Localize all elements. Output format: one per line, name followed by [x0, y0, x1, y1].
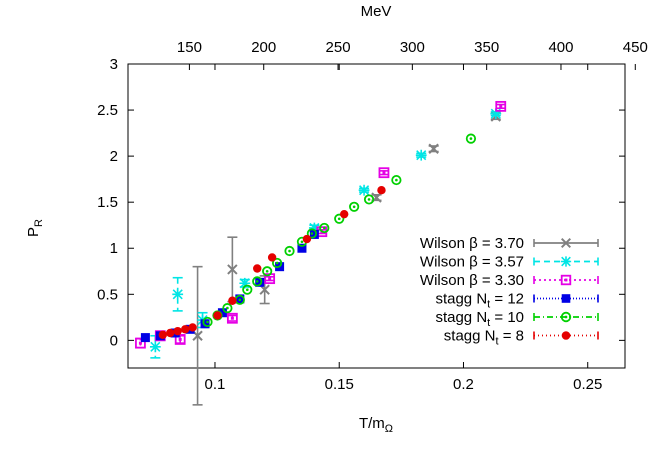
- top-tick-label: 200: [251, 39, 276, 56]
- data-point: [465, 133, 477, 144]
- data-point: [226, 312, 238, 324]
- x-tick-label: 0.15: [325, 376, 354, 393]
- y-tick-label: 0.5: [97, 286, 118, 303]
- axes: 0.1 0.15 0.2 0.25 0 0.5 1 1.5 2 2.5 3 150 200 250 300 3…: [97, 39, 648, 393]
- data-point: [309, 229, 319, 239]
- series-5: [202, 133, 477, 328]
- data-point: [302, 234, 312, 244]
- data-point: [173, 326, 182, 336]
- data-point: [140, 333, 150, 343]
- y-tick-label: 3: [110, 56, 118, 73]
- data-point: [252, 276, 263, 287]
- data-point: [253, 264, 262, 273]
- data-point: [135, 337, 146, 349]
- data-point: [262, 266, 273, 277]
- plot-frame: [127, 63, 626, 369]
- data-point: [172, 288, 184, 300]
- data-point: [242, 284, 253, 295]
- data-point: [200, 319, 210, 329]
- legend-label: Wilson β = 3.70: [420, 235, 524, 252]
- y-tick-label: 0: [110, 332, 118, 349]
- top-tick-label: 150: [177, 39, 202, 56]
- x-tick-label: 0.2: [453, 376, 474, 393]
- data-point: [378, 167, 390, 179]
- data-point: [202, 316, 213, 328]
- data-point: [213, 311, 222, 320]
- data-point: [391, 174, 402, 186]
- data-point: [339, 209, 349, 219]
- data-point: [222, 303, 233, 314]
- y-tick-label: 1.5: [97, 194, 118, 211]
- data-point: [495, 100, 507, 112]
- top-axis-label: MeV: [361, 3, 392, 20]
- x-axis-label: T/mΩ: [359, 415, 393, 435]
- top-tick-label: 450: [623, 39, 648, 56]
- legend-label: stagg Nt = 10: [435, 309, 524, 329]
- data-point: [174, 334, 186, 345]
- data-point: [158, 330, 167, 340]
- legend-entry: Wilson β = 3.70: [420, 235, 599, 252]
- top-tick-label: 250: [326, 39, 351, 56]
- data-point: [561, 294, 571, 303]
- data-point: [255, 277, 265, 287]
- data-point: [349, 201, 360, 212]
- legend-entry: stagg Nt = 10: [435, 309, 599, 329]
- top-tick-label: 350: [474, 39, 499, 56]
- legend-label: Wilson β = 3.57: [420, 254, 524, 271]
- data-point: [490, 108, 502, 120]
- data-point: [267, 253, 277, 262]
- data-point: [334, 213, 345, 224]
- data-point: [271, 257, 283, 269]
- x-tick-label: 0.1: [205, 376, 226, 393]
- y-tick-label: 2: [110, 148, 118, 165]
- data-point: [227, 264, 238, 275]
- data-point: [228, 296, 237, 305]
- data-point: [284, 245, 295, 257]
- top-tick-label: 300: [400, 39, 425, 56]
- y-axis-label: PR: [25, 219, 45, 237]
- data-point: [560, 311, 572, 323]
- data-point: [428, 143, 439, 154]
- y-tick-label: 2.5: [97, 102, 118, 119]
- data-point: [560, 274, 572, 286]
- data-point: [561, 331, 571, 340]
- data-point: [560, 256, 572, 267]
- legend-label: stagg Nt = 12: [435, 291, 524, 311]
- data-point: [415, 149, 427, 161]
- data-point: [363, 194, 375, 205]
- data-point: [560, 237, 572, 249]
- data-point: [308, 222, 320, 234]
- legend-label: Wilson β = 3.30: [420, 272, 524, 289]
- legend-entry: stagg Nt = 12: [435, 291, 599, 311]
- data-point: [166, 328, 175, 338]
- legend-entry: Wilson β = 3.57: [420, 254, 599, 271]
- data-series: [135, 100, 507, 406]
- top-tick-label: 400: [548, 39, 573, 56]
- legend-entry: Wilson β = 3.30: [420, 272, 599, 289]
- data-point: [319, 222, 330, 234]
- data-point: [217, 308, 227, 318]
- legend-entry: stagg Nt = 8: [444, 328, 599, 348]
- data-point: [188, 323, 197, 332]
- data-point: [239, 277, 251, 289]
- data-point: [358, 184, 370, 196]
- data-point: [149, 341, 161, 353]
- series-6: [158, 186, 386, 340]
- x-tick-label: 0.25: [573, 376, 602, 393]
- data-point: [297, 243, 307, 253]
- data-point: [377, 186, 386, 195]
- legend-label: stagg Nt = 8: [444, 328, 524, 348]
- data-point: [306, 228, 317, 239]
- data-point: [180, 325, 190, 334]
- y-tick-label: 1: [110, 240, 118, 257]
